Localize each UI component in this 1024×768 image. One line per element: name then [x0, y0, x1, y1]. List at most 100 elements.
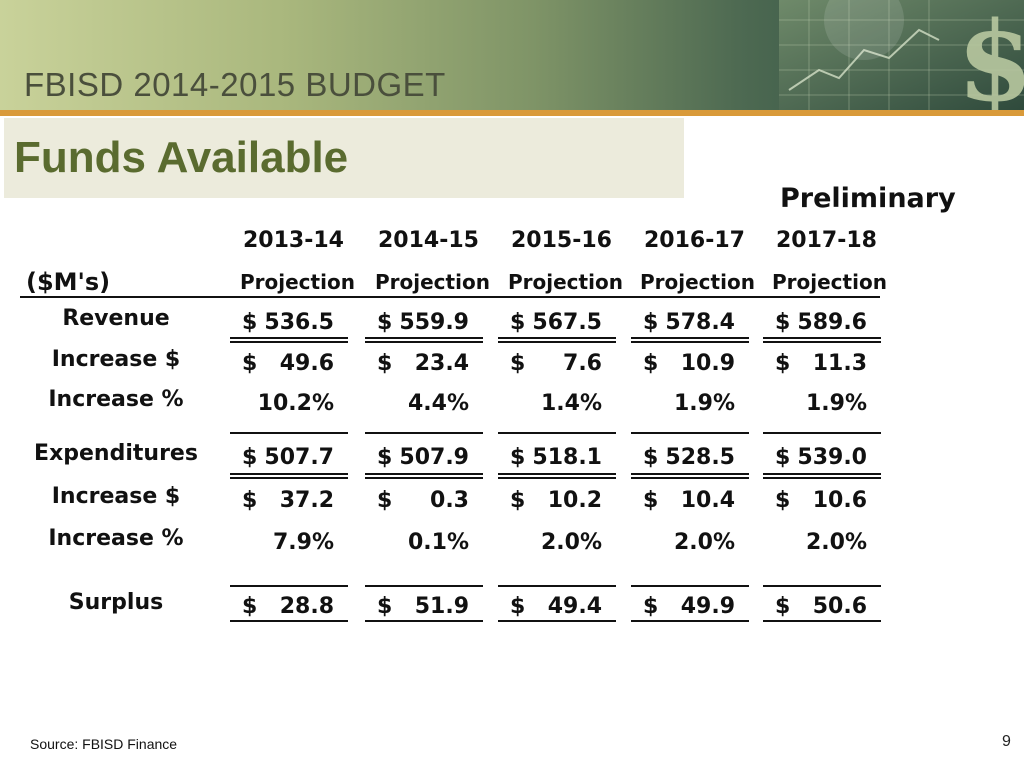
- section-rule: [631, 585, 749, 587]
- table-cell: $37.2: [230, 484, 348, 520]
- table-cell: $578.4: [631, 306, 749, 342]
- cell-value: 51.9: [414, 594, 469, 619]
- table-cell: $518.1: [498, 441, 616, 477]
- table-cell: $567.5: [498, 306, 616, 342]
- cell-value: 50.6: [812, 594, 867, 619]
- table-cell: $49.9: [631, 590, 749, 626]
- cell-value: 559.9: [399, 310, 469, 335]
- currency-symbol: $: [775, 488, 791, 513]
- cell-value: 1.9%: [805, 391, 867, 416]
- total-underline: [631, 620, 749, 622]
- table-cell: 1.9%: [631, 387, 749, 423]
- section-rule: [230, 432, 348, 434]
- section-rule: [230, 585, 348, 587]
- cell-value: 0.1%: [407, 530, 469, 555]
- column-subheader: Projection: [772, 270, 887, 294]
- table-cell: $10.6: [763, 484, 881, 520]
- table-cell: 2.0%: [631, 526, 749, 562]
- cell-value: 1.4%: [540, 391, 602, 416]
- row-label-revenue: Revenue: [62, 306, 170, 331]
- column-year: 2013-14: [243, 228, 344, 253]
- double-underline: [498, 341, 616, 343]
- double-underline: [763, 473, 881, 475]
- table-cell: 4.4%: [365, 387, 483, 423]
- row-label-surplus: Surplus: [68, 590, 164, 615]
- double-underline: [230, 337, 348, 339]
- section-rule: [365, 585, 483, 587]
- banner-title: FBISD 2014-2015 BUDGET: [24, 66, 446, 103]
- cell-value: 10.4: [680, 488, 735, 513]
- double-underline: [763, 341, 881, 343]
- dollar-sign-icon: $: [779, 0, 1024, 110]
- table-cell: $10.9: [631, 347, 749, 383]
- double-underline: [230, 473, 348, 475]
- cell-value: 589.6: [797, 310, 867, 335]
- table-cell: $536.5: [230, 306, 348, 342]
- table-cell: $528.5: [631, 441, 749, 477]
- cell-value: 10.9: [680, 351, 735, 376]
- double-underline: [365, 477, 483, 479]
- section-rule: [763, 585, 881, 587]
- currency-symbol: $: [643, 488, 659, 513]
- currency-symbol: $: [377, 445, 393, 470]
- column-year: 2014-15: [378, 228, 479, 253]
- cell-value: 37.2: [279, 488, 334, 513]
- cell-value: 528.5: [665, 445, 735, 470]
- table-cell: $11.3: [763, 347, 881, 383]
- cell-value: 4.4%: [407, 391, 469, 416]
- svg-text:$: $: [957, 0, 1024, 110]
- currency-symbol: $: [510, 488, 526, 513]
- section-rule: [498, 432, 616, 434]
- column-year: 2016-17: [644, 228, 745, 253]
- currency-symbol: $: [510, 445, 526, 470]
- table-cell: 2.0%: [763, 526, 881, 562]
- cell-value: 539.0: [797, 445, 867, 470]
- column-subheader: Projection: [508, 270, 623, 294]
- cell-value: 49.4: [547, 594, 602, 619]
- cell-value: 578.4: [665, 310, 735, 335]
- currency-symbol: $: [510, 594, 526, 619]
- accent-divider: [0, 110, 1024, 116]
- table-cell: $559.9: [365, 306, 483, 342]
- cell-value: 2.0%: [540, 530, 602, 555]
- currency-symbol: $: [377, 488, 393, 513]
- table-cell: $50.6: [763, 590, 881, 626]
- table-cell: $589.6: [763, 306, 881, 342]
- currency-symbol: $: [775, 351, 791, 376]
- row-label-increase-dollar: Increase $: [51, 484, 181, 509]
- currency-symbol: $: [242, 594, 258, 619]
- cell-value: 507.7: [264, 445, 334, 470]
- source-note: Source: FBISD Finance: [30, 736, 178, 752]
- double-underline: [230, 341, 348, 343]
- currency-symbol: $: [510, 351, 526, 376]
- column-subheader: Projection: [375, 270, 490, 294]
- currency-symbol: $: [377, 351, 393, 376]
- total-underline: [230, 620, 348, 622]
- section-rule: [498, 585, 616, 587]
- row-label-increase-dollar: Increase $: [51, 347, 181, 372]
- double-underline: [763, 477, 881, 479]
- table-cell: 1.9%: [763, 387, 881, 423]
- section-rule: [365, 432, 483, 434]
- table-cell: $51.9: [365, 590, 483, 626]
- cell-value: 10.2%: [257, 391, 334, 416]
- table-cell: $23.4: [365, 347, 483, 383]
- table-cell: 0.1%: [365, 526, 483, 562]
- total-underline: [498, 620, 616, 622]
- cell-value: 23.4: [414, 351, 469, 376]
- cell-value: 10.6: [812, 488, 867, 513]
- currency-symbol: $: [510, 310, 526, 335]
- double-underline: [631, 473, 749, 475]
- total-underline: [763, 620, 881, 622]
- column-year: 2017-18: [776, 228, 877, 253]
- currency-symbol: $: [242, 488, 258, 513]
- double-underline: [498, 337, 616, 339]
- page-title: Funds Available: [14, 133, 349, 182]
- total-underline: [365, 620, 483, 622]
- cell-value: 49.6: [279, 351, 334, 376]
- table-cell: $28.8: [230, 590, 348, 626]
- cell-value: 536.5: [264, 310, 334, 335]
- table-cell: 7.9%: [230, 526, 348, 562]
- table-cell: $10.4: [631, 484, 749, 520]
- section-rule: [763, 432, 881, 434]
